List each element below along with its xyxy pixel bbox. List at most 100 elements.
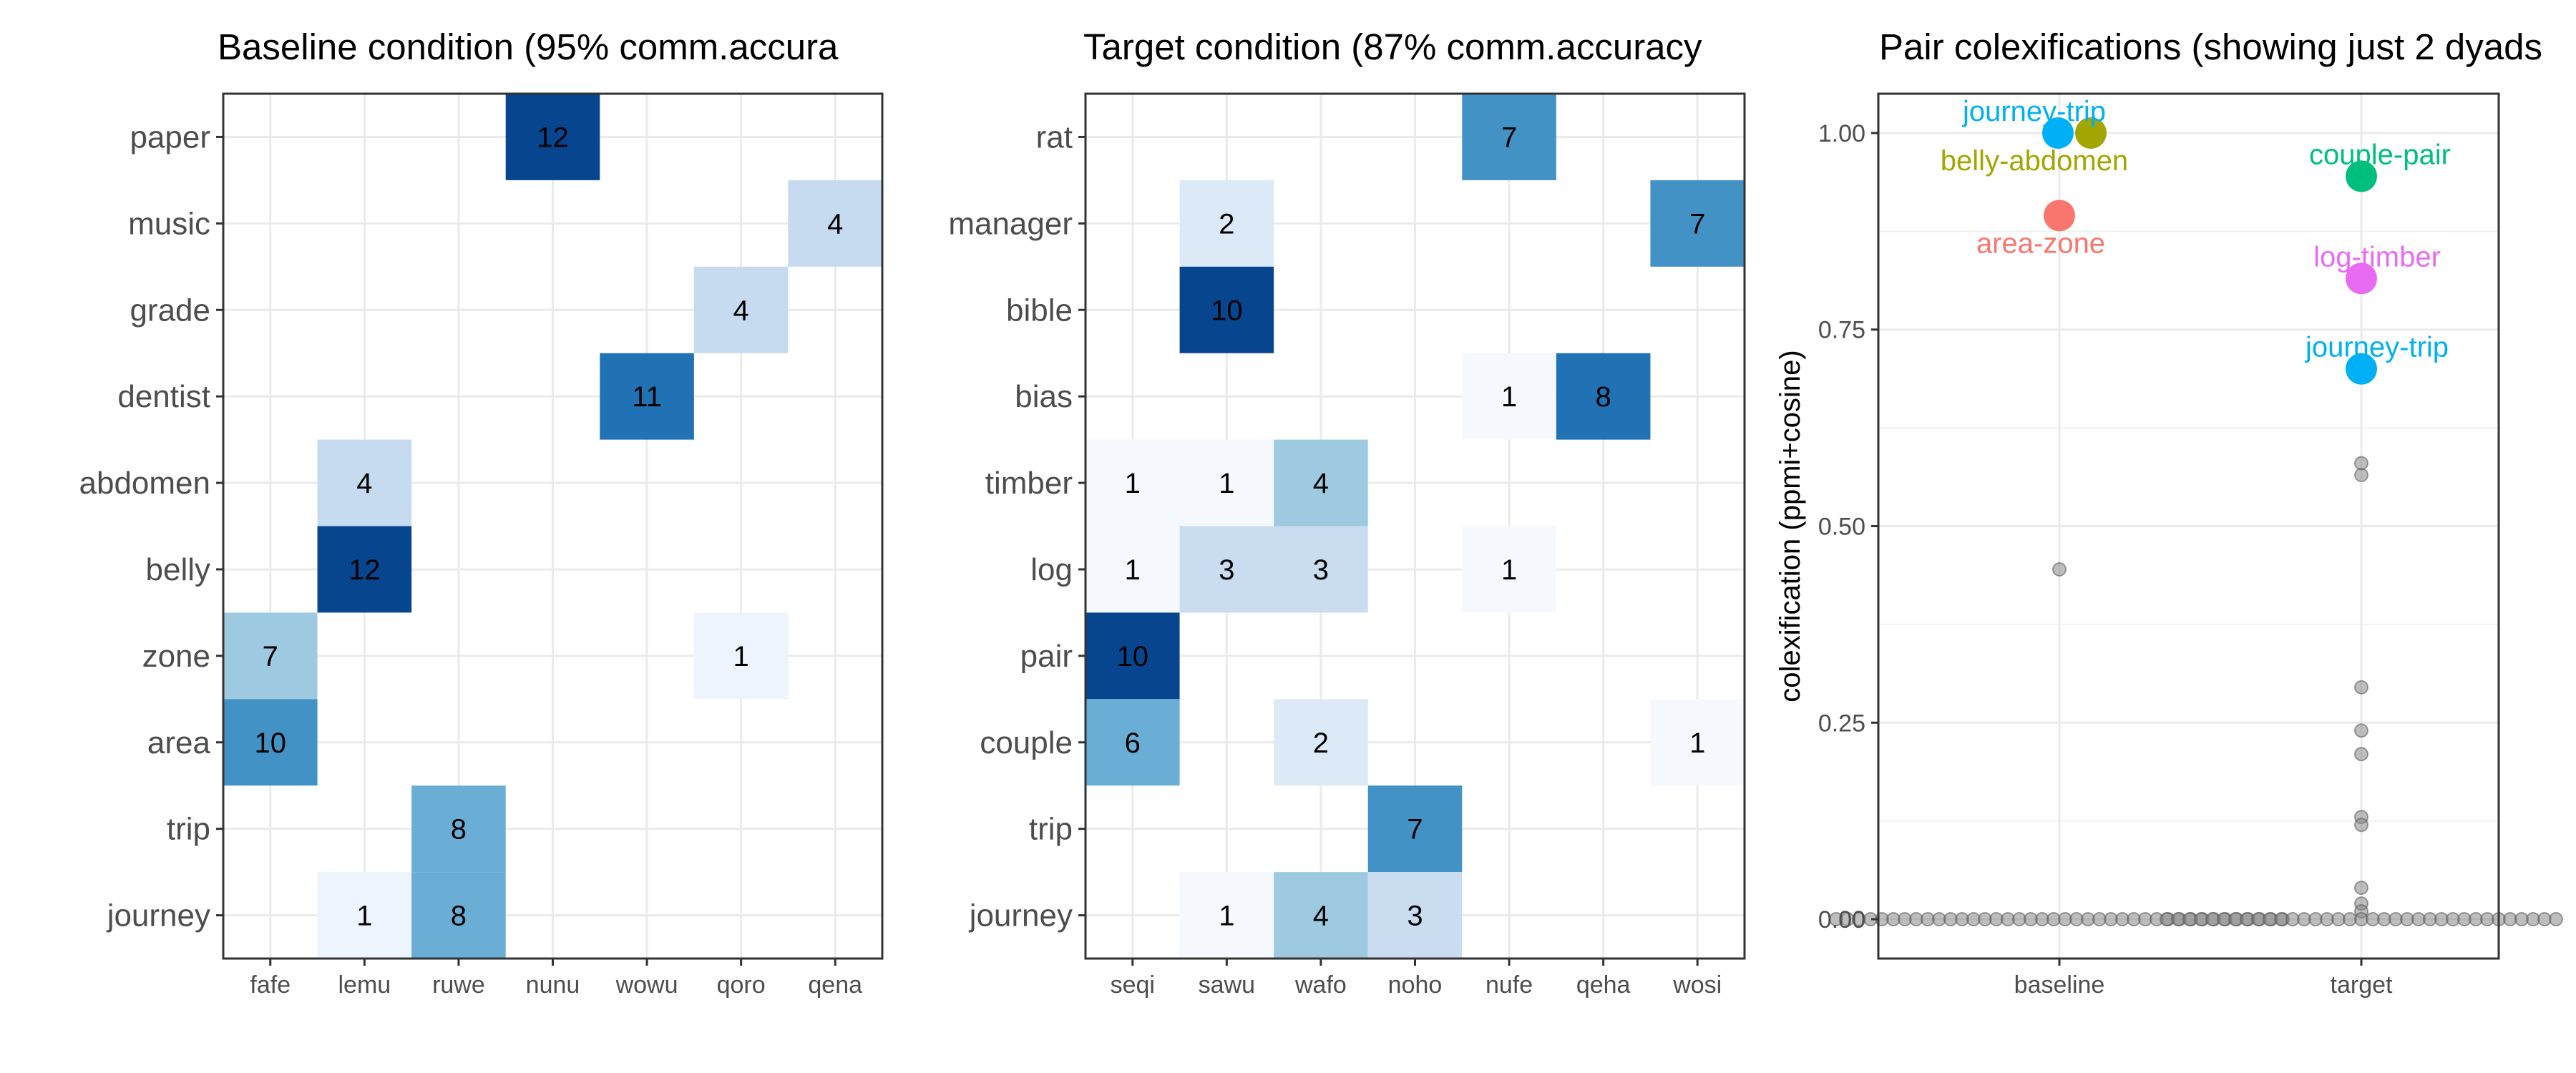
row-label: trip (1029, 812, 1073, 847)
row-label: couple (980, 725, 1073, 760)
row-label: pair (1020, 639, 1073, 674)
row-label: dentist (117, 379, 210, 414)
heatmap-cell (317, 439, 412, 526)
highlight-point (2346, 160, 2377, 192)
heatmap-cell (693, 266, 789, 353)
row-label: timber (985, 466, 1073, 501)
highlight-label: couple-pair (2309, 139, 2451, 170)
heatmap-target: Target condition (87% comm.accuracy 7 2 7 1… (948, 26, 1746, 999)
heatmap-cell (1085, 439, 1180, 526)
chart-title-pairs: Pair colexifications (showing just 2 dya… (1879, 26, 2542, 67)
highlight-point (2044, 200, 2075, 232)
column-label: nunu (526, 971, 580, 999)
cell-value: 4 (1313, 901, 1329, 932)
cell-value: 7 (263, 641, 278, 672)
cell-value: 1 (1219, 901, 1234, 932)
heatmap-cell (223, 699, 318, 786)
cell-value: 1 (1501, 381, 1517, 413)
data-point (2052, 562, 2067, 577)
highlight-label: belly-abdomen (1941, 145, 2128, 177)
chart-title-target: Target condition (87% comm.accuracy (1083, 26, 1702, 67)
column-label: wafo (1294, 971, 1347, 999)
cell-value: 1 (356, 901, 372, 932)
scatter-pair-colexifications: Pair colexifications (showing just 2 dya… (1775, 26, 2563, 999)
column-label: seqi (1111, 971, 1155, 999)
row-label: abdomen (79, 466, 210, 501)
column-label: nufe (1485, 971, 1533, 999)
column-label: noho (1388, 971, 1443, 999)
x-tick-label: target (2331, 971, 2393, 999)
heatmap-cell (1462, 94, 1556, 180)
row-label: journey (968, 898, 1073, 934)
cell-value: 4 (733, 295, 749, 326)
cell-value: 4 (1313, 468, 1329, 499)
row-label: trip (167, 812, 210, 847)
cell-value: 1 (1689, 727, 1705, 759)
column-label: qena (808, 971, 862, 999)
heatmap-baseline: Baseline condition (95% comm.accura 12 4 4… (79, 26, 884, 999)
heatmap-cell (1556, 353, 1651, 440)
heatmap-cell (317, 872, 412, 959)
heatmap-cell (1462, 353, 1556, 440)
cell-value: 10 (1211, 295, 1243, 326)
cell-value: 8 (1596, 381, 1611, 413)
cell-value: 1 (1125, 554, 1141, 586)
column-label: wowu (615, 971, 678, 999)
row-label: music (128, 206, 210, 241)
row-label: manager (948, 206, 1073, 241)
column-label: wosi (1672, 971, 1722, 999)
row-label: zone (142, 639, 210, 674)
heatmap-cell (411, 872, 506, 959)
heatmap-cell (1179, 180, 1274, 267)
heatmap-cell (1650, 180, 1745, 267)
column-label: ruwe (432, 971, 485, 999)
heatmap-cell (1179, 526, 1274, 613)
heatmap-cell (505, 94, 600, 180)
cell-value: 8 (451, 814, 467, 846)
column-label: sawu (1199, 971, 1255, 999)
column-label: qoro (717, 971, 766, 999)
heatmap-cell (1650, 699, 1745, 786)
heatmap-cell (1274, 439, 1368, 526)
highlight-point (2075, 117, 2107, 149)
heatmap-cell (1274, 872, 1368, 959)
cell-value: 8 (451, 901, 467, 932)
row-label: journey (106, 898, 210, 934)
cell-value: 2 (1313, 727, 1329, 759)
column-label: lemu (338, 971, 391, 999)
data-point (2354, 723, 2368, 738)
y-tick-label: 0.50 (1818, 514, 1865, 541)
highlight-point (2346, 263, 2377, 295)
cell-value: 4 (827, 208, 843, 240)
cell-value: 1 (733, 641, 749, 672)
highlight-label: journey-trip (1962, 96, 2106, 127)
cell-value: 11 (632, 381, 662, 413)
cell-value: 7 (1501, 122, 1517, 153)
highlight-label: area-zone (1976, 227, 2105, 259)
heatmap-cell (317, 526, 412, 613)
row-label: grade (130, 293, 210, 328)
chart-title-baseline: Baseline condition (95% comm.accura (218, 26, 839, 67)
cell-value: 6 (1125, 727, 1141, 759)
highlight-label: journey-trip (2305, 332, 2449, 363)
row-label: paper (130, 119, 210, 155)
heatmap-cell (600, 353, 694, 440)
row-label: area (147, 725, 211, 760)
data-point (2354, 881, 2368, 896)
cell-value: 1 (1125, 468, 1141, 499)
cell-value: 1 (1219, 468, 1234, 499)
heatmap-cell (1462, 526, 1556, 613)
heatmap-cell (1085, 699, 1180, 786)
cell-value: 3 (1313, 554, 1329, 586)
data-point (2354, 456, 2368, 471)
heatmap-cell (1367, 785, 1463, 873)
heatmap-cell (788, 180, 882, 267)
y-tick-label: 1.00 (1818, 120, 1865, 147)
row-label: bias (1015, 379, 1073, 414)
y-tick-label: 0.00 (1818, 906, 1865, 934)
row-label: belly (146, 552, 211, 587)
cell-value: 3 (1219, 554, 1234, 586)
data-point (2354, 747, 2368, 762)
heatmap-cell (1274, 526, 1368, 613)
heatmap-cell (1085, 612, 1180, 700)
